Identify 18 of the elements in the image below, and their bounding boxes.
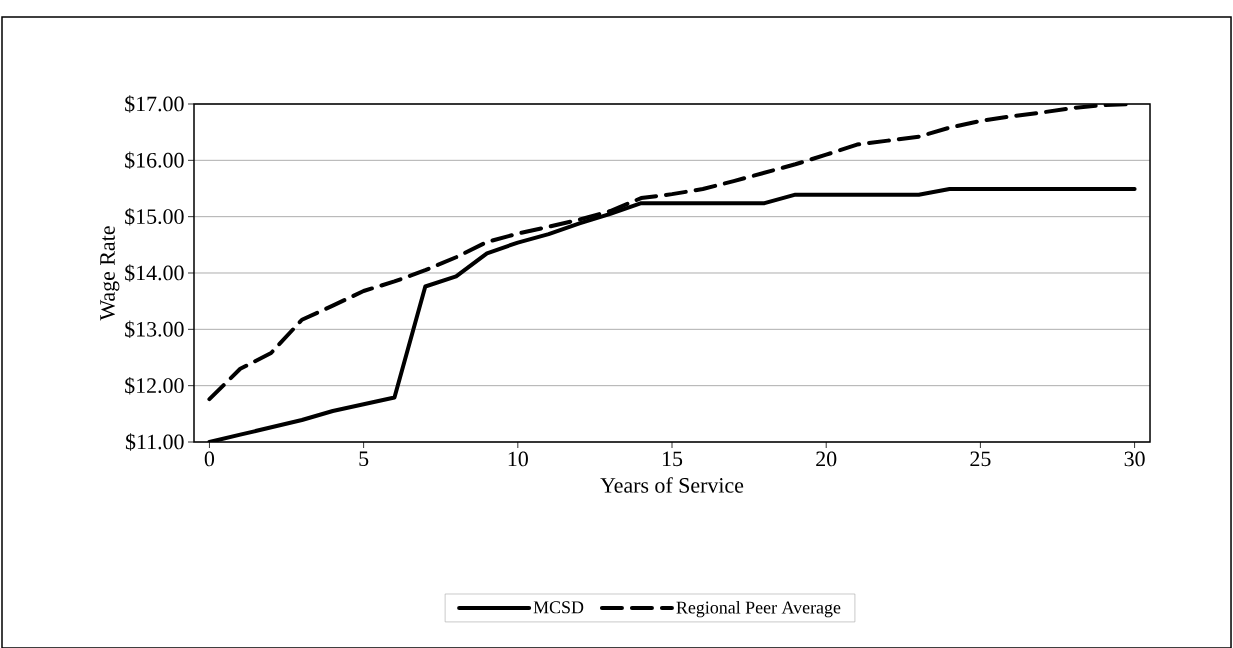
x-tick-label: 10 [508, 451, 528, 467]
x-tick-label: 15 [662, 451, 683, 467]
y-tick-label: $12.00 [125, 376, 184, 395]
y-tick-label: $16.00 [125, 151, 184, 170]
x-tick-label: 20 [816, 451, 837, 467]
x-tick-label: 25 [970, 451, 991, 467]
legend-label: Regional Peer Average [676, 600, 841, 618]
y-tick-label: $15.00 [125, 207, 184, 226]
x-tick-label: 30 [1124, 451, 1145, 467]
y-tick-label: $14.00 [125, 264, 184, 282]
x-tick-label: 5 [359, 451, 369, 467]
y-tick-label: $13.00 [125, 320, 184, 339]
x-axis-title: Years of Service [600, 477, 744, 493]
x-tick-label: 0 [204, 451, 215, 467]
y-axis-title: Wage Rate [100, 226, 120, 321]
legend-label: MCSD [533, 601, 584, 614]
y-tick-label: $11.00 [125, 433, 184, 451]
y-tick-label: $17.00 [125, 95, 184, 113]
